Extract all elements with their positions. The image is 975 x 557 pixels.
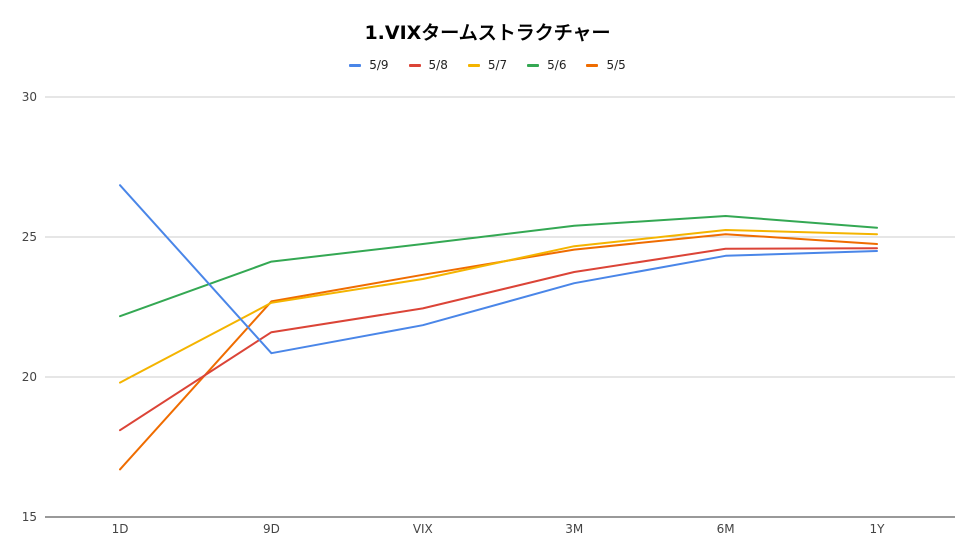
x-tick-label: 1Y xyxy=(870,522,886,536)
chart-legend: 5/9 5/8 5/7 5/6 5/5 xyxy=(0,58,975,72)
legend-swatch xyxy=(586,63,599,67)
legend-label: 5/6 xyxy=(547,58,567,72)
legend-item-5-8[interactable]: 5/8 xyxy=(408,58,448,72)
x-tick-label: VIX xyxy=(413,522,433,536)
y-tick-label: 30 xyxy=(22,90,37,104)
y-tick-label: 20 xyxy=(22,370,37,384)
legend-item-5-5[interactable]: 5/5 xyxy=(586,58,626,72)
series-line-5-5 xyxy=(119,233,878,471)
legend-item-5-9[interactable]: 5/9 xyxy=(349,58,389,72)
legend-label: 5/9 xyxy=(369,58,389,72)
series-line-5-6 xyxy=(119,215,878,318)
x-tick-label: 3M xyxy=(565,522,583,536)
x-tick-label: 6M xyxy=(717,522,735,536)
legend-swatch xyxy=(349,63,362,67)
legend-swatch xyxy=(527,63,540,67)
legend-label: 5/8 xyxy=(428,58,448,72)
chart-title: 1.VIXタームストラクチャー xyxy=(364,22,611,44)
x-tick-label: 9D xyxy=(263,522,280,536)
legend-item-5-7[interactable]: 5/7 xyxy=(467,58,508,72)
legend-swatch xyxy=(408,63,421,67)
y-tick-label: 15 xyxy=(22,510,37,524)
legend-swatch xyxy=(467,63,480,67)
legend-item-5-6[interactable]: 5/6 xyxy=(527,58,566,72)
y-tick-label: 25 xyxy=(22,230,37,244)
legend-label: 5/5 xyxy=(606,58,626,72)
series-line-5-9 xyxy=(119,184,878,355)
series-line-5-8 xyxy=(119,247,878,432)
legend-label: 5/7 xyxy=(487,58,508,72)
x-tick-label: 1D xyxy=(112,522,129,536)
series-line-5-7 xyxy=(119,229,878,384)
